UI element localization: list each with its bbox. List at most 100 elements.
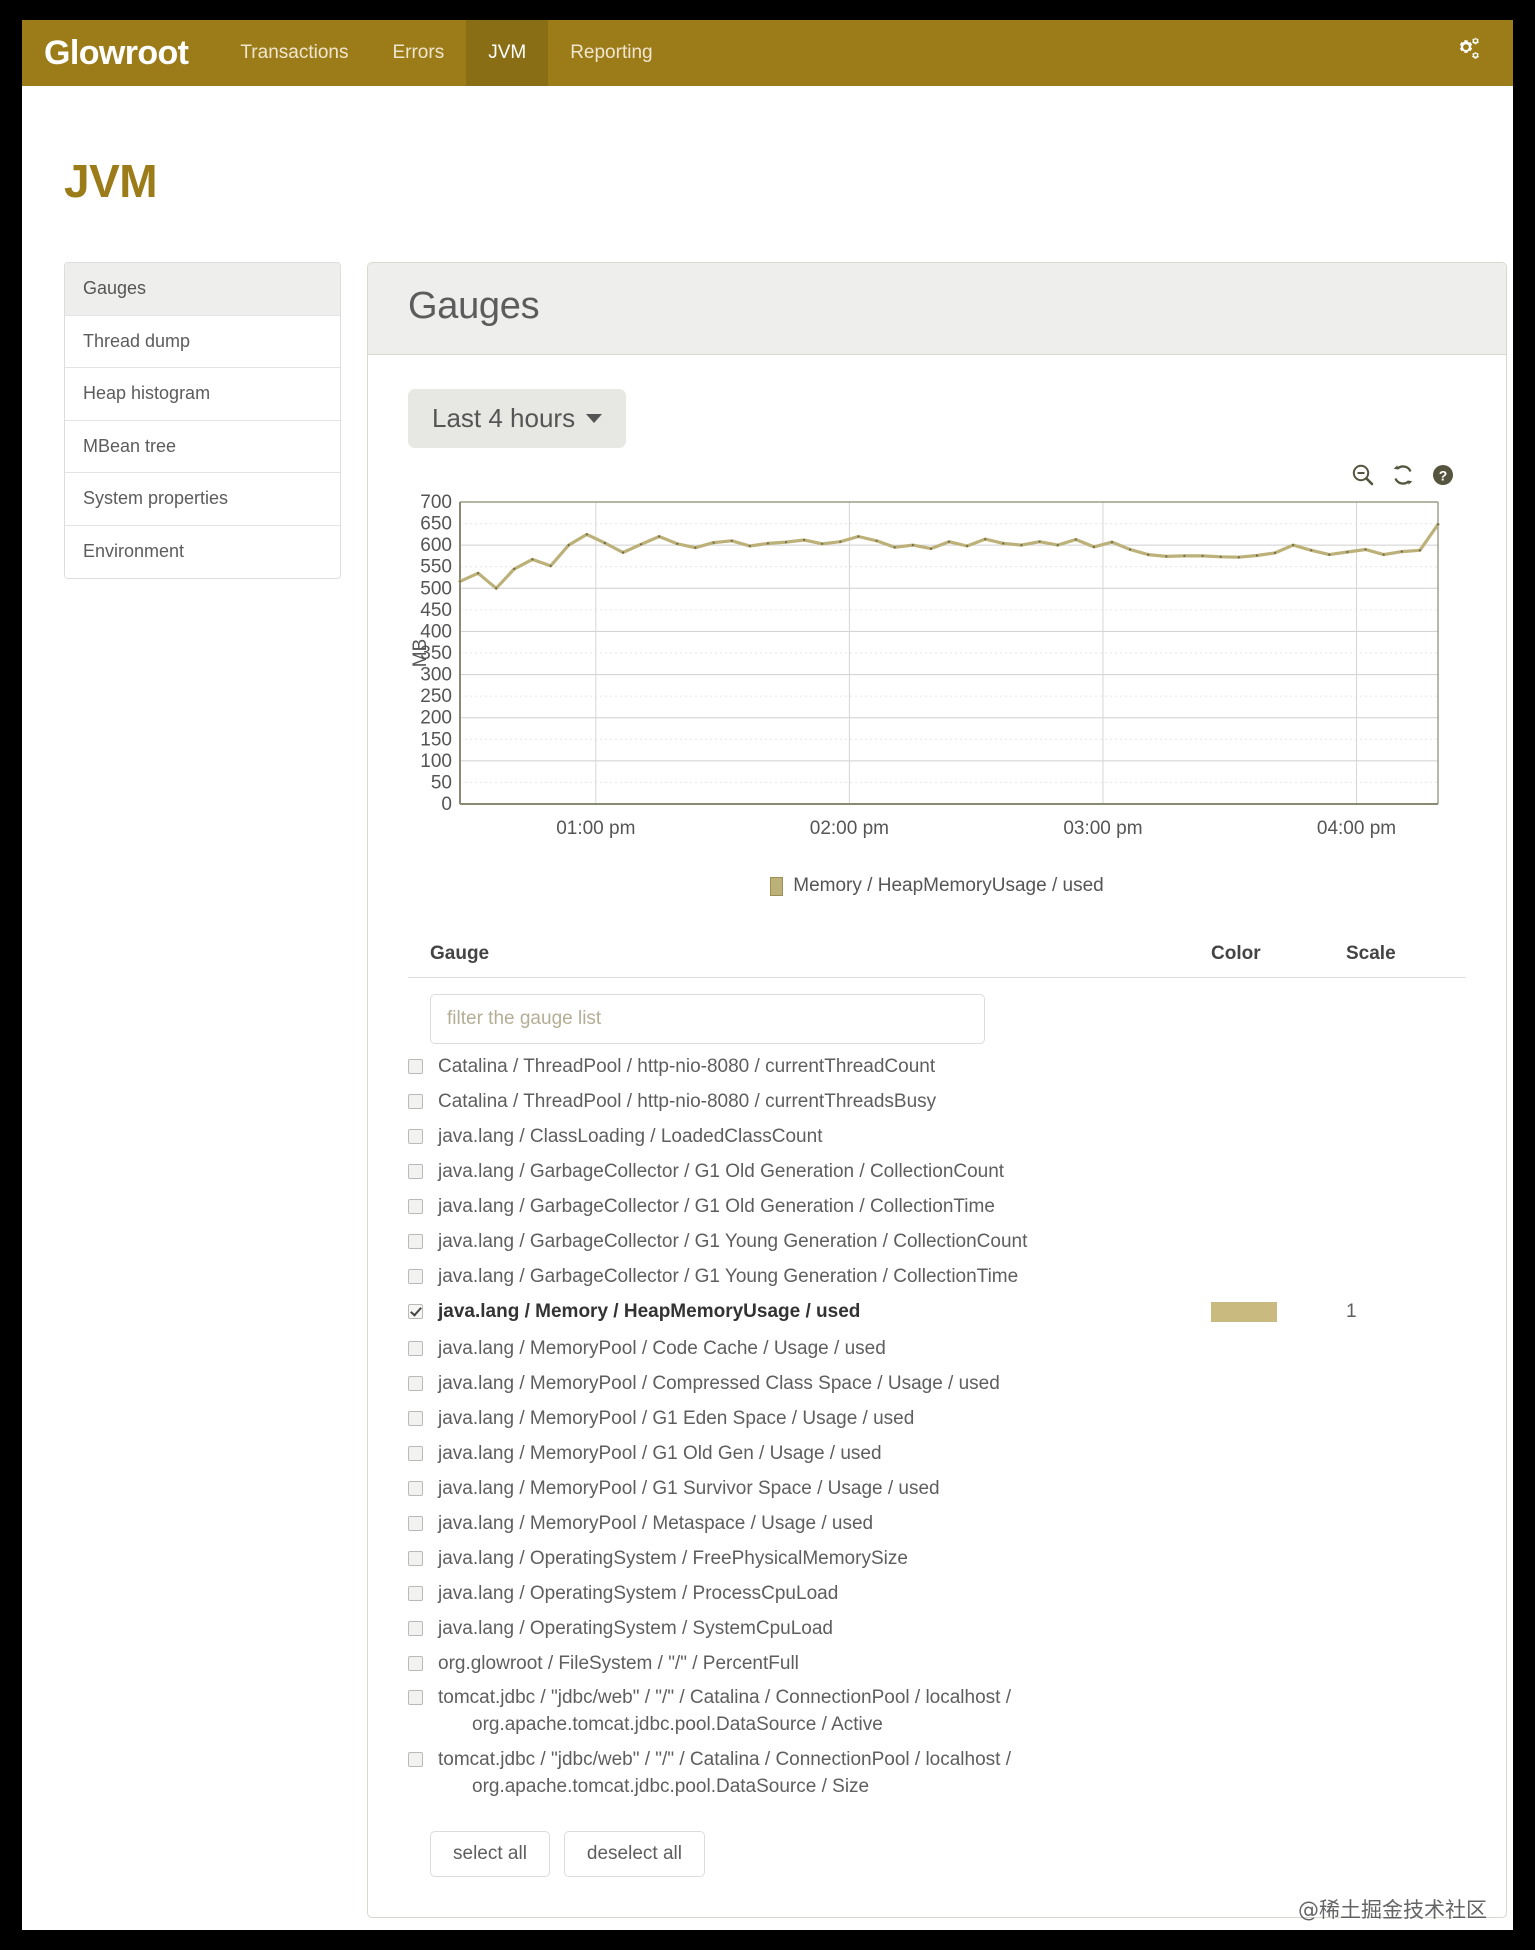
gauge-filter-input[interactable] — [430, 994, 985, 1044]
gauge-row[interactable]: Catalina / ThreadPool / http-nio-8080 / … — [408, 1085, 1466, 1120]
svg-text:650: 650 — [420, 514, 452, 535]
gauge-scale-cell — [1346, 1229, 1466, 1231]
gauge-row[interactable]: java.lang / MemoryPool / Code Cache / Us… — [408, 1332, 1466, 1367]
app-page: Glowroot Transactions Errors JVM Reporti… — [22, 20, 1513, 1930]
gauge-label-line2: org.apache.tomcat.jdbc.pool.DataSource /… — [472, 1714, 883, 1736]
gauge-label: java.lang / MemoryPool / Metaspace / Usa… — [438, 1512, 874, 1534]
gauge-color-cell — [1211, 1476, 1346, 1479]
nav-link-jvm[interactable]: JVM — [466, 20, 549, 86]
gauge-checkbox[interactable] — [408, 1752, 423, 1768]
gauge-scale-cell — [1346, 1194, 1466, 1196]
svg-text:600: 600 — [420, 535, 452, 556]
gauge-checkbox[interactable] — [408, 1340, 423, 1356]
gauge-checkbox[interactable] — [408, 1375, 423, 1391]
svg-text:0: 0 — [441, 794, 452, 815]
gauge-row[interactable]: java.lang / OperatingSystem / ProcessCpu… — [408, 1577, 1466, 1612]
sidebar-item-environment[interactable]: Environment — [65, 525, 340, 578]
sidebar-item-thread-dump[interactable]: Thread dump — [65, 315, 340, 369]
gauge-checkbox-wrap — [408, 1651, 430, 1677]
gauge-scale-cell — [1346, 1336, 1466, 1338]
svg-text:350: 350 — [420, 643, 452, 664]
gauge-row[interactable]: java.lang / GarbageCollector / G1 Old Ge… — [408, 1155, 1466, 1190]
time-range-selector[interactable]: Last 4 hours — [408, 389, 627, 448]
gauge-checkbox[interactable] — [408, 1445, 423, 1461]
nav-link-errors[interactable]: Errors — [392, 42, 445, 63]
gauge-checkbox[interactable] — [408, 1303, 423, 1319]
gauge-table: Gauge Color Scale Catalina / ThreadPool … — [408, 943, 1466, 1878]
sidebar-item-gauges[interactable]: Gauges — [65, 263, 340, 316]
gauge-scale-cell — [1346, 1546, 1466, 1548]
gauge-row[interactable]: java.lang / GarbageCollector / G1 Young … — [408, 1225, 1466, 1260]
sidebar-item-mbean-tree[interactable]: MBean tree — [65, 420, 340, 474]
column-header-color: Color — [1211, 943, 1261, 964]
gauge-color-cell — [1211, 1124, 1346, 1127]
gauge-checkbox[interactable] — [408, 1059, 423, 1074]
gauge-color-cell — [1211, 1264, 1346, 1267]
gauge-row[interactable]: java.lang / MemoryPool / G1 Survivor Spa… — [408, 1472, 1466, 1507]
nav-links: Transactions Errors JVM Reporting — [218, 20, 674, 86]
gauge-checkbox[interactable] — [408, 1480, 423, 1496]
svg-text:100: 100 — [420, 751, 452, 772]
deselect-all-button[interactable]: deselect all — [563, 1831, 705, 1878]
nav-link-reporting[interactable]: Reporting — [570, 42, 653, 63]
gauge-row[interactable]: java.lang / MemoryPool / Metaspace / Usa… — [408, 1507, 1466, 1542]
gauge-color-swatch[interactable] — [1211, 1301, 1277, 1322]
column-header-gauge: Gauge — [430, 943, 490, 964]
gauge-checkbox[interactable] — [408, 1233, 423, 1249]
gauge-scale-cell — [1346, 1159, 1466, 1161]
gauge-row[interactable]: Catalina / ThreadPool / http-nio-8080 / … — [408, 1050, 1466, 1085]
gauge-checkbox[interactable] — [408, 1163, 423, 1179]
gauge-checkbox-wrap — [408, 1685, 430, 1711]
gauge-color-cell — [1211, 1581, 1346, 1584]
gauge-color-cell — [1211, 1159, 1346, 1162]
svg-text:200: 200 — [420, 708, 452, 729]
gauge-actions: select all deselect all — [430, 1831, 1466, 1878]
gauge-color-cell — [1211, 1651, 1346, 1654]
gauge-row[interactable]: java.lang / MemoryPool / G1 Old Gen / Us… — [408, 1437, 1466, 1472]
chart-toolbar: ? — [408, 462, 1456, 488]
gauge-row[interactable]: java.lang / OperatingSystem / FreePhysic… — [408, 1542, 1466, 1577]
gauge-scale-cell — [1346, 1651, 1466, 1653]
gauge-row[interactable]: java.lang / MemoryPool / Compressed Clas… — [408, 1367, 1466, 1402]
brand-logo[interactable]: Glowroot — [44, 34, 189, 72]
gauge-row[interactable]: java.lang / OperatingSystem / SystemCpuL… — [408, 1612, 1466, 1647]
gauge-scale-cell — [1346, 1089, 1466, 1091]
gauge-row[interactable]: org.glowroot / FileSystem / "/" / Percen… — [408, 1647, 1466, 1682]
sidebar-item-heap-histogram[interactable]: Heap histogram — [65, 368, 340, 421]
gauge-checkbox[interactable] — [408, 1655, 423, 1671]
gauge-checkbox[interactable] — [408, 1268, 423, 1284]
gauge-checkbox[interactable] — [408, 1410, 423, 1426]
gauge-row[interactable]: java.lang / GarbageCollector / G1 Old Ge… — [408, 1190, 1466, 1225]
gauge-scale-cell — [1346, 1581, 1466, 1583]
svg-text:150: 150 — [420, 729, 452, 750]
gauge-checkbox[interactable] — [408, 1620, 423, 1636]
caret-down-icon — [586, 414, 603, 423]
gauge-scale-cell — [1346, 1685, 1466, 1687]
gauge-checkbox[interactable] — [408, 1690, 423, 1706]
gauge-checkbox[interactable] — [408, 1128, 423, 1144]
gauge-row[interactable]: java.lang / Memory / HeapMemoryUsage / u… — [408, 1295, 1466, 1332]
gauge-checkbox[interactable] — [408, 1198, 423, 1214]
gauge-row[interactable]: tomcat.jdbc / "jdbc/web" / "/" / Catalin… — [408, 1681, 1466, 1743]
svg-text:01:00 pm: 01:00 pm — [556, 818, 635, 839]
gauge-row[interactable]: java.lang / GarbageCollector / G1 Young … — [408, 1260, 1466, 1295]
gauge-checkbox[interactable] — [408, 1515, 423, 1531]
gauge-chart[interactable]: 0 50 100 150 200 250 300 350 400 450 500 550 600 650 7… — [408, 492, 1466, 897]
gauge-checkbox[interactable] — [408, 1585, 423, 1601]
gauge-checkbox-wrap — [408, 1511, 430, 1537]
gauge-checkbox[interactable] — [408, 1093, 423, 1109]
select-all-button[interactable]: select all — [430, 1831, 550, 1878]
sidebar-item-system-properties[interactable]: System properties — [65, 473, 340, 526]
refresh-icon[interactable] — [1390, 462, 1416, 488]
gauge-color-cell — [1211, 1089, 1346, 1092]
nav-link-transactions[interactable]: Transactions — [240, 42, 349, 63]
gauge-row[interactable]: tomcat.jdbc / "jdbc/web" / "/" / Catalin… — [408, 1743, 1466, 1805]
zoom-out-icon[interactable] — [1350, 462, 1376, 488]
gauge-row[interactable]: java.lang / ClassLoading / LoadedClassCo… — [408, 1120, 1466, 1155]
gauge-checkbox-wrap — [408, 1089, 430, 1115]
help-icon[interactable]: ? — [1430, 462, 1456, 488]
cogs-icon[interactable] — [1447, 36, 1483, 71]
gauge-label: java.lang / GarbageCollector / G1 Old Ge… — [438, 1160, 1005, 1182]
gauge-checkbox[interactable] — [408, 1550, 423, 1566]
gauge-row[interactable]: java.lang / MemoryPool / G1 Eden Space /… — [408, 1402, 1466, 1437]
